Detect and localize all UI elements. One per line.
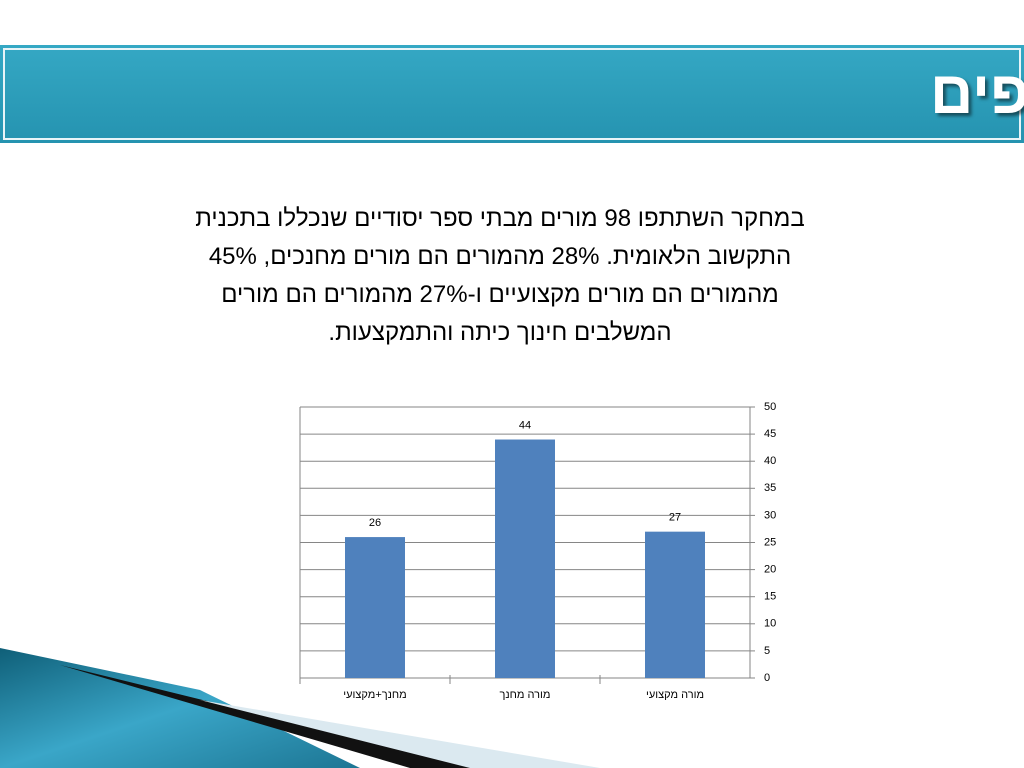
paragraph-line: במחקר השתתפו 98 מורים מבתי ספר יסודיים ש… xyxy=(195,205,805,232)
y-tick-label: 35 xyxy=(764,482,776,494)
slide-title: שיטת המחקר – משתתפים xyxy=(930,59,1024,126)
y-tick-label: 5 xyxy=(764,645,770,657)
y-tick-label: 0 xyxy=(764,672,770,684)
paragraph-line: התקשוב הלאומית. 28% מהמורים הם מורים מחנ… xyxy=(209,243,791,270)
y-tick-label: 50 xyxy=(764,401,776,413)
title-frame xyxy=(3,48,1021,140)
bar xyxy=(345,537,405,678)
x-tick-label: מורה מחנך xyxy=(500,689,551,701)
y-tick-label: 10 xyxy=(764,618,776,630)
decoration xyxy=(200,700,600,768)
y-tick-label: 30 xyxy=(764,509,776,521)
y-tick-label: 40 xyxy=(764,455,776,467)
data-label: 44 xyxy=(519,419,531,431)
paragraph-line: מהמורים הם מורים מקצועיים ו-27% מהמורים … xyxy=(221,281,779,308)
x-tick-label: מחנך+מקצועי xyxy=(343,689,406,701)
y-tick-label: 45 xyxy=(764,428,776,440)
decoration xyxy=(0,648,360,768)
y-tick-label: 25 xyxy=(764,536,776,548)
y-tick-label: 15 xyxy=(764,591,776,603)
x-tick-label: מורה מקצועי xyxy=(646,689,704,701)
title-bar xyxy=(0,45,1024,143)
paragraph-line: המשלבים חינוך כיתה והתמקצעות. xyxy=(328,319,671,346)
bar xyxy=(495,439,555,678)
data-label: 26 xyxy=(369,517,381,529)
data-label: 27 xyxy=(669,512,681,524)
y-tick-label: 20 xyxy=(764,564,776,576)
bar xyxy=(645,531,705,678)
